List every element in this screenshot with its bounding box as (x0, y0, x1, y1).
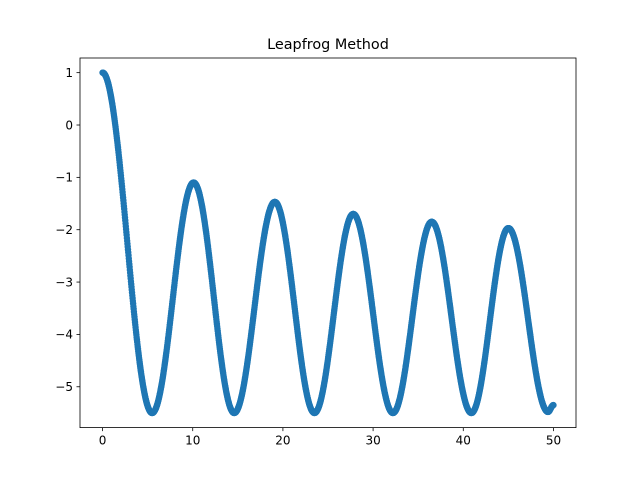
x-tick-label: 50 (546, 434, 561, 448)
y-tick-label: −3 (55, 275, 73, 289)
chart-title: Leapfrog Method (267, 37, 389, 53)
x-tick-label: 20 (275, 434, 290, 448)
y-tick-label: −4 (55, 328, 73, 342)
y-tick-label: 1 (65, 66, 73, 80)
data-point (550, 401, 557, 409)
data-series (99, 69, 557, 417)
x-tick-label: 0 (99, 434, 107, 448)
axes-frame (79, 57, 577, 429)
x-tick-label: 30 (365, 434, 380, 448)
y-tick-label: −1 (55, 171, 73, 185)
x-axis: 0 10 20 30 40 50 (99, 427, 561, 448)
y-axis: 1 0 −1 −2 −3 −4 −5 (55, 66, 80, 394)
y-tick-label: −2 (55, 223, 73, 237)
x-tick-label: 40 (456, 434, 471, 448)
x-tick-label: 10 (185, 434, 200, 448)
y-tick-label: 0 (65, 118, 73, 132)
y-tick-label: −5 (55, 380, 73, 394)
